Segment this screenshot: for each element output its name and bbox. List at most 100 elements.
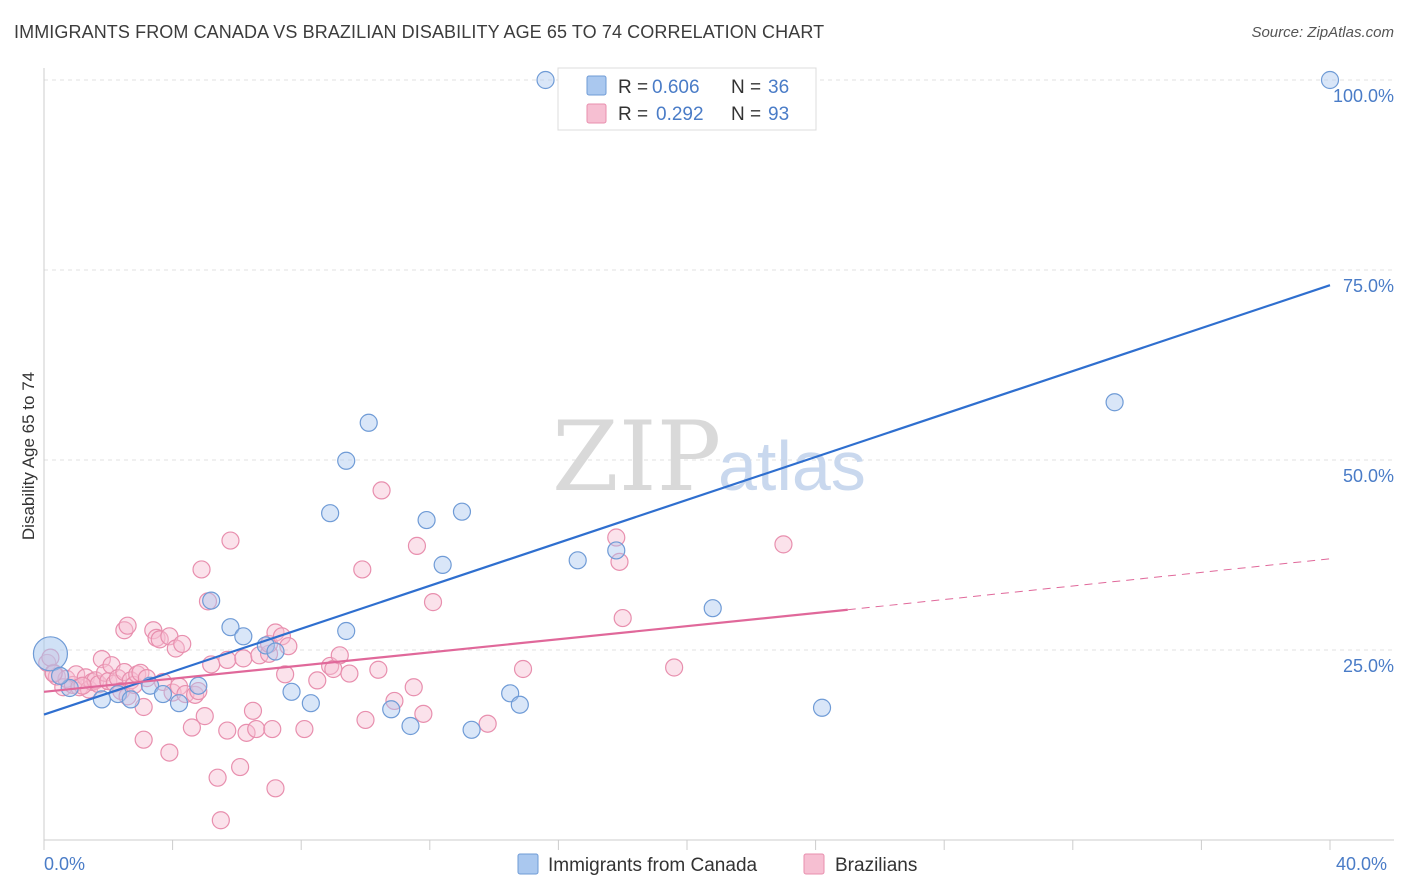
legend-bottom-swatch-brazil: [803, 853, 825, 875]
brazil-point-72: [330, 646, 349, 665]
y-tick-label-1: 50.0%: [1343, 466, 1394, 486]
y-tick-label-0: 25.0%: [1343, 656, 1394, 676]
canada-point-31: [703, 599, 722, 618]
brazil-point-53: [221, 531, 240, 550]
brazil-point-45: [192, 560, 211, 579]
series-canada-points: [32, 70, 1340, 739]
brazil-point-57: [243, 701, 263, 720]
brazil-point-36: [160, 743, 179, 762]
brazil-point-40: [173, 634, 192, 654]
brazil-point-56: [237, 723, 256, 742]
canada-point-24: [452, 502, 472, 521]
canada-point-9: [202, 591, 221, 610]
brazil-point-88: [665, 658, 684, 677]
axes: [43, 68, 1394, 850]
watermark-zip: ZIP: [552, 401, 721, 513]
brazil-point-23: [118, 616, 137, 635]
canada-point-33: [1105, 393, 1124, 412]
canada-point-18: [337, 451, 356, 470]
canada-point-34: [1320, 70, 1340, 90]
legend-bottom-label-brazil: Brazilians: [835, 855, 917, 876]
legend-n-label-canada: N =: [731, 77, 761, 98]
y-tick-labels: 25.0% 50.0% 75.0% 100.0%: [1333, 86, 1394, 676]
brazil-point-50: [211, 811, 230, 830]
legend-bottom-swatch-canada: [517, 853, 539, 875]
trend-lines: [43, 284, 1331, 716]
canada-point-23: [433, 555, 452, 574]
series-brazilians-points: [38, 481, 793, 830]
brazil-point-13: [92, 650, 111, 669]
brazil-point-69: [308, 671, 327, 690]
canada-trend-line: [43, 284, 1331, 716]
legend-n-value-brazil: 93: [768, 104, 789, 125]
brazil-point-81: [414, 704, 433, 723]
brazil-point-80: [407, 536, 427, 555]
canada-point-10: [221, 618, 240, 637]
canada-point-11: [234, 627, 253, 646]
y-tick-label-2: 75.0%: [1343, 276, 1394, 296]
legend-bottom-label-canada: Immigrants from Canada: [548, 855, 758, 876]
x-tick-label-min: 0.0%: [44, 854, 85, 874]
legend-r-value-canada: 0.606: [652, 77, 700, 98]
brazil-point-73: [340, 664, 359, 683]
legend-n-label-brazil: N =: [731, 104, 761, 125]
brazil-point-83: [478, 714, 497, 733]
canada-point-32: [812, 698, 832, 717]
canada-point-20: [382, 700, 401, 719]
brazil-trend-line: [43, 608, 848, 693]
canada-point-29: [568, 551, 587, 570]
canada-point-28: [536, 70, 555, 90]
brazil-point-62: [263, 719, 282, 739]
brazil-point-42: [182, 718, 201, 737]
brazil-point-75: [356, 710, 375, 730]
canada-point-35: [50, 666, 70, 685]
brazil-point-46: [195, 707, 214, 726]
brazil-point-82: [423, 593, 443, 612]
brazil-point-84: [513, 659, 533, 679]
brazil-point-87: [613, 608, 632, 628]
canada-point-21: [401, 716, 420, 736]
brazil-trend-line-extension: [847, 558, 1331, 611]
brazil-point-85: [607, 528, 626, 547]
brazil-point-77: [372, 481, 391, 500]
brazil-point-79: [404, 678, 423, 697]
brazil-point-52: [218, 721, 237, 740]
x-tick-label-max: 40.0%: [1336, 854, 1387, 874]
canada-point-7: [169, 694, 189, 713]
canada-point-17: [337, 621, 356, 641]
y-tick-label-3: 100.0%: [1333, 86, 1394, 106]
canada-point-15: [301, 694, 320, 713]
legend-top: R = 0.606 N = 36 R = 0.292 N = 93: [557, 67, 817, 131]
source-credit: Source: ZipAtlas.com: [1251, 24, 1394, 41]
brazil-point-89: [774, 535, 793, 554]
brazil-point-76: [369, 660, 388, 679]
canada-point-0: [32, 636, 69, 672]
canada-point-19: [359, 413, 378, 432]
legend-r-label-canada: R =: [618, 77, 648, 98]
brazil-point-44: [189, 681, 208, 701]
canada-point-4: [121, 690, 140, 709]
legend-n-value-canada: 36: [768, 77, 789, 98]
legend-r-label-brazil: R =: [618, 104, 648, 125]
canada-point-27: [510, 695, 529, 714]
canada-point-30: [607, 541, 626, 560]
legend-swatch-brazil: [586, 103, 607, 124]
brazil-point-55: [234, 649, 253, 668]
y-axis-label: Disability Age 65 to 74: [19, 372, 38, 540]
brazil-point-63: [266, 779, 285, 798]
brazil-point-58: [247, 719, 266, 739]
brazil-point-74: [353, 560, 372, 579]
canada-point-25: [462, 720, 481, 739]
legend-swatch-canada: [586, 75, 607, 96]
canada-point-22: [417, 510, 436, 530]
brazil-point-66: [276, 665, 295, 684]
brazil-point-29: [134, 730, 153, 749]
canada-point-16: [321, 504, 340, 523]
grid-lines: [44, 79, 1394, 651]
chart-title: IMMIGRANTS FROM CANADA VS BRAZILIAN DISA…: [14, 22, 825, 42]
watermark: ZIP atlas: [552, 401, 866, 513]
canada-point-6: [153, 684, 173, 704]
legend-r-value-brazil: 0.292: [656, 104, 704, 125]
brazil-point-54: [231, 757, 250, 777]
